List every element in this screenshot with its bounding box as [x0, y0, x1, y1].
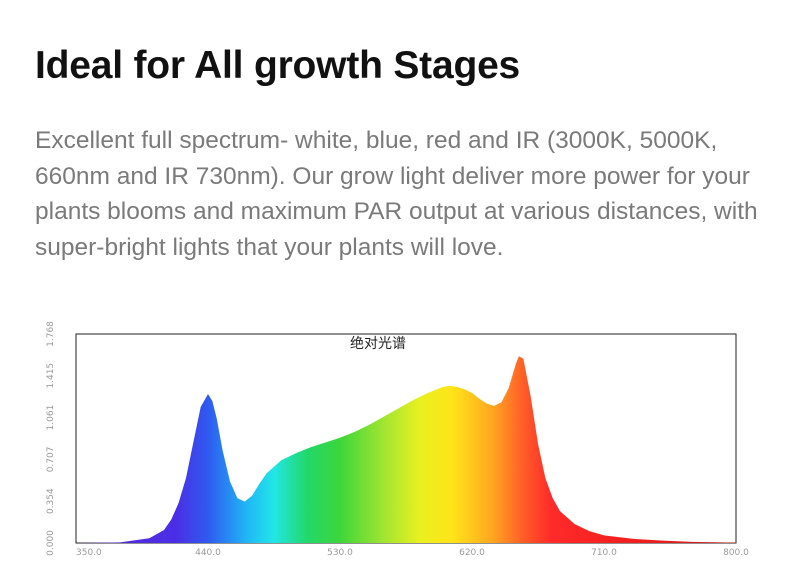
- chart-title: 绝对光谱: [350, 336, 406, 352]
- y-tick-label: 0.354: [46, 488, 56, 514]
- x-tick-label: 530.0: [327, 548, 353, 558]
- x-tick-label: 710.0: [591, 548, 617, 558]
- y-tick-label: 1.415: [46, 363, 56, 389]
- x-tick-label: 620.0: [459, 548, 485, 558]
- x-tick-label: 800.0: [723, 548, 749, 558]
- x-axis-ticks: 350.0 440.0 530.0 620.0 710.0 800.0: [76, 548, 749, 558]
- page-title: Ideal for All growth Stages: [35, 44, 521, 87]
- x-tick-label: 350.0: [76, 548, 102, 558]
- x-tick-label: 440.0: [195, 548, 221, 558]
- spectrum-chart: 350.0 440.0 530.0 620.0 710.0 800.0 0.000 0.35…: [46, 321, 749, 558]
- y-tick-label: 0.000: [46, 530, 56, 556]
- y-axis-ticks: 0.000 0.354 0.707 1.061 1.415 1.768: [46, 321, 56, 556]
- spectrum-series-area: [76, 356, 736, 543]
- description-paragraph: Excellent full spectrum- white, blue, re…: [35, 127, 758, 261]
- y-tick-label: 1.768: [46, 321, 56, 347]
- y-tick-label: 1.061: [46, 405, 56, 431]
- y-tick-label: 0.707: [46, 447, 56, 473]
